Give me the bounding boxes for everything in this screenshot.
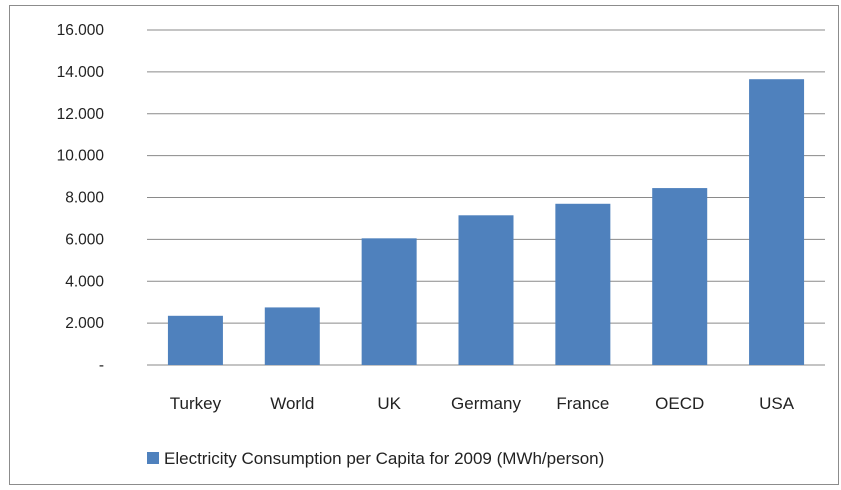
- x-tick-label: USA: [759, 394, 795, 413]
- y-tick-label: 4.000: [65, 273, 104, 290]
- bar-oecd: [652, 188, 708, 365]
- y-tick-label: 10.000: [57, 148, 105, 165]
- bar-turkey: [167, 315, 223, 365]
- bars: [167, 79, 805, 365]
- bar-uk: [361, 238, 417, 365]
- y-tick-label: 16.000: [57, 22, 105, 39]
- x-tick-label: World: [270, 394, 314, 413]
- bar-world: [264, 307, 320, 365]
- bar-germany: [458, 215, 514, 365]
- legend-swatch: [147, 452, 159, 464]
- x-tick-label: UK: [377, 394, 401, 413]
- x-tick-label: France: [556, 394, 609, 413]
- x-tick-label: Germany: [451, 394, 521, 413]
- y-tick-label: 2.000: [65, 315, 104, 332]
- x-tick-label: OECD: [655, 394, 704, 413]
- y-tick-label: 6.000: [65, 231, 104, 248]
- bar-france: [555, 203, 611, 365]
- y-tick-label: 8.000: [65, 190, 104, 207]
- x-tick-label: Turkey: [170, 394, 222, 413]
- x-axis-ticks: Turkey World UK Germany France OECD USA: [170, 394, 795, 413]
- gridlines: [147, 29, 825, 366]
- legend: Electricity Consumption per Capita for 2…: [147, 449, 604, 468]
- y-tick-label: 14.000: [57, 64, 105, 81]
- bar-usa: [749, 79, 805, 365]
- y-tick-label: -: [99, 357, 104, 374]
- y-tick-label: 12.000: [57, 106, 105, 123]
- legend-label: Electricity Consumption per Capita for 2…: [164, 449, 604, 468]
- y-axis-ticks: - 2.000 4.000 6.000 8.000 10.000 12.000 14.000 1…: [57, 22, 105, 374]
